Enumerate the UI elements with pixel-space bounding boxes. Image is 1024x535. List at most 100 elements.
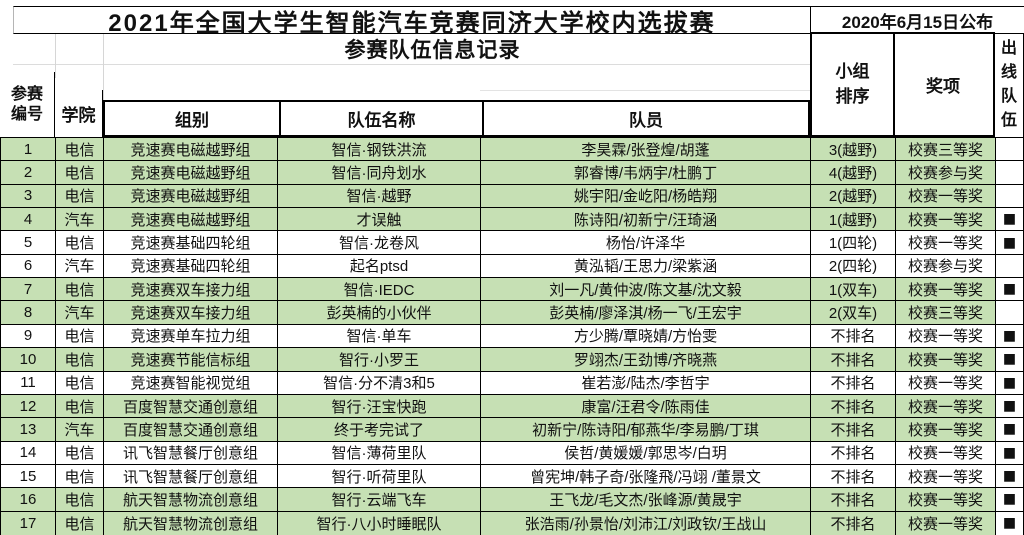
cell-college: 电信 xyxy=(56,161,104,184)
cell-college: 电信 xyxy=(56,138,104,161)
table-row: 17 电信 航天智慧物流创意组 智行·八小时睡眠队 张浩雨/孙景怡/刘沛江/刘政… xyxy=(1,511,1024,535)
table-row: 5 电信 竞速赛基础四轮组 智信·龙卷风 杨怡/许泽华 1(四轮) 校赛一等奖 … xyxy=(1,231,1024,255)
cell-entry-no: 6 xyxy=(1,254,56,278)
table-row: 8 汽车 竞速赛双车接力组 彭英楠的小伙伴 彭英楠/廖泽淇/杨一飞/王宏宇 2(… xyxy=(1,301,1024,325)
cell-award: 校赛一等奖 xyxy=(896,488,996,511)
cell-group-rank: 不排名 xyxy=(811,394,896,418)
cell-college: 电信 xyxy=(56,464,104,488)
cell-entry-no: 1 xyxy=(1,138,56,161)
cell-entry-no: 14 xyxy=(1,441,56,464)
cell-team-name: 智信·分不清3和5 xyxy=(278,371,481,394)
column-header-members: 队员 xyxy=(482,102,808,135)
cell-team-name: 智信·薄荷里队 xyxy=(278,441,481,464)
cell-college: 电信 xyxy=(56,184,104,208)
cell-group: 竞速赛智能视觉组 xyxy=(104,371,278,394)
column-header-group: 组别 xyxy=(175,111,209,130)
cell-college: 汽车 xyxy=(56,254,104,278)
cell-college: 汽车 xyxy=(56,208,104,231)
cell-group: 竞速赛节能信标组 xyxy=(104,348,278,371)
cell-team-name: 智行·听荷里队 xyxy=(278,464,481,488)
page-title: 2021年全国大学生智能汽车竞赛同济大学校内选拔赛 xyxy=(13,6,810,37)
cell-college: 电信 xyxy=(56,488,104,511)
cell-award: 校赛一等奖 xyxy=(896,371,996,394)
publish-date: 2020年6月15日公布 xyxy=(810,6,1024,34)
cell-award: 校赛一等奖 xyxy=(896,324,996,348)
cell-award: 校赛一等奖 xyxy=(896,464,996,488)
table-row: 13 汽车 百度智慧交通创意组 终于考完试了 初新宁/陈诗阳/郁燕华/李易鹏/丁… xyxy=(1,418,1024,442)
cell-award: 校赛一等奖 xyxy=(896,184,996,208)
cell-entry-no: 13 xyxy=(1,418,56,441)
qualified-mark: ■ xyxy=(996,324,1024,348)
faint-gridline xyxy=(13,64,810,65)
cell-entry-no: 4 xyxy=(1,208,56,231)
cell-group: 百度智慧交通创意组 xyxy=(104,394,278,418)
table-row: 16 电信 航天智慧物流创意组 智行·云端飞车 王飞龙/毛文杰/张峰源/黄晟宇 … xyxy=(1,488,1024,512)
qualified-mark: ■ xyxy=(996,464,1024,488)
cell-award: 校赛一等奖 xyxy=(896,231,996,254)
table-row: 10 电信 竞速赛节能信标组 智行·小罗王 罗翊杰/王劲博/齐晓燕 不排名 校赛… xyxy=(1,348,1024,372)
cell-members: 姚宇阳/金屹阳/杨皓翔 xyxy=(481,184,811,208)
table-row: 15 电信 讯飞智慧餐厅创意组 智行·听荷里队 曾宪坤/韩子奇/张隆飛/冯翊 /… xyxy=(1,464,1024,489)
cell-group: 讯飞智慧餐厅创意组 xyxy=(104,464,278,488)
cell-team-name: 智信·同舟划水 xyxy=(278,161,481,184)
cell-college: 汽车 xyxy=(56,301,104,324)
qualified-mark: ■ xyxy=(996,488,1024,511)
cell-award: 校赛参与奖 xyxy=(896,161,996,184)
cell-group: 竞速赛基础四轮组 xyxy=(104,231,278,254)
cell-entry-no: 5 xyxy=(1,231,56,254)
table-row: 7 电信 竞速赛双车接力组 智信·IEDC 刘一凡/黄仲波/陈文基/沈文毅 1(… xyxy=(1,278,1024,302)
cell-group: 竞速赛双车接力组 xyxy=(104,278,278,301)
cell-team-name: 智信·越野 xyxy=(278,184,481,208)
cell-members: 方少腾/覃晓婧/方怡雯 xyxy=(481,324,811,348)
qualified-mark xyxy=(996,184,1024,208)
faint-gridline xyxy=(55,34,56,78)
cell-entry-no: 17 xyxy=(1,511,56,535)
cell-team-name: 智行·八小时睡眠队 xyxy=(278,511,481,535)
cell-group-rank: 2(四轮) xyxy=(811,254,896,278)
cell-entry-no: 8 xyxy=(1,301,56,324)
cell-college: 汽车 xyxy=(56,418,104,441)
cell-team-name: 才误触 xyxy=(278,208,481,231)
qualified-mark: ■ xyxy=(996,278,1024,301)
cell-members: 陈诗阳/初新宁/汪琦涵 xyxy=(481,208,811,231)
cell-group-rank: 2(双车) xyxy=(811,301,896,324)
column-header-group-box: 组别 队伍名称 队员 xyxy=(103,100,810,137)
cell-group-rank: 1(四轮) xyxy=(811,231,896,254)
cell-group-rank: 不排名 xyxy=(811,441,896,464)
cell-group-rank: 3(越野) xyxy=(811,138,896,161)
cell-group: 竞速赛单车拉力组 xyxy=(104,324,278,348)
qualified-mark: ■ xyxy=(996,371,1024,394)
column-header-entry-no-label: 参赛编号 xyxy=(10,85,43,123)
table-body: 1 电信 竞速赛电磁越野组 智信·钢铁洪流 李昊霖/张登煌/胡蓬 3(越野) 校… xyxy=(0,137,1024,535)
qualified-mark xyxy=(996,161,1024,184)
table-row: 3 电信 竞速赛电磁越野组 智信·越野 姚宇阳/金屹阳/杨皓翔 2(越野) 校赛… xyxy=(1,184,1024,209)
table-row: 11 电信 竞速赛智能视觉组 智信·分不清3和5 崔若澎/陆杰/李哲宇 不排名 … xyxy=(1,371,1024,395)
cell-award: 校赛一等奖 xyxy=(896,511,996,535)
column-header-college-label: 学院 xyxy=(61,106,96,125)
cell-entry-no: 9 xyxy=(1,324,56,348)
qualified-mark xyxy=(996,138,1024,161)
cell-group-rank: 不排名 xyxy=(811,418,896,441)
faint-gridline xyxy=(480,90,810,91)
cell-award: 校赛三等奖 xyxy=(896,301,996,324)
cell-group: 竞速赛电磁越野组 xyxy=(104,184,278,208)
cell-group: 航天智慧物流创意组 xyxy=(104,511,278,535)
cell-team-name: 智信·IEDC xyxy=(278,278,481,301)
cell-entry-no: 15 xyxy=(1,464,56,488)
cell-team-name: 智行·小罗王 xyxy=(278,348,481,371)
cell-team-name: 智信·单车 xyxy=(278,324,481,348)
qualified-mark xyxy=(996,301,1024,324)
cell-group: 竞速赛电磁越野组 xyxy=(104,138,278,161)
cell-entry-no: 11 xyxy=(1,371,56,394)
cell-group-rank: 不排名 xyxy=(811,371,896,394)
table-row: 9 电信 竞速赛单车拉力组 智信·单车 方少腾/覃晓婧/方怡雯 不排名 校赛一等… xyxy=(1,324,1024,349)
cell-group-rank: 4(越野) xyxy=(811,161,896,184)
cell-group-rank: 不排名 xyxy=(811,348,896,371)
column-header-entry-no: 参赛编号 xyxy=(0,72,55,137)
cell-entry-no: 16 xyxy=(1,488,56,511)
table-row: 6 汽车 竞速赛基础四轮组 起名ptsd 黄泓韬/王思力/梁紫涵 2(四轮) 校… xyxy=(1,254,1024,279)
cell-award: 校赛一等奖 xyxy=(896,348,996,371)
cell-team-name: 彭英楠的小伙伴 xyxy=(278,301,481,324)
column-header-college: 学院 xyxy=(55,90,103,137)
